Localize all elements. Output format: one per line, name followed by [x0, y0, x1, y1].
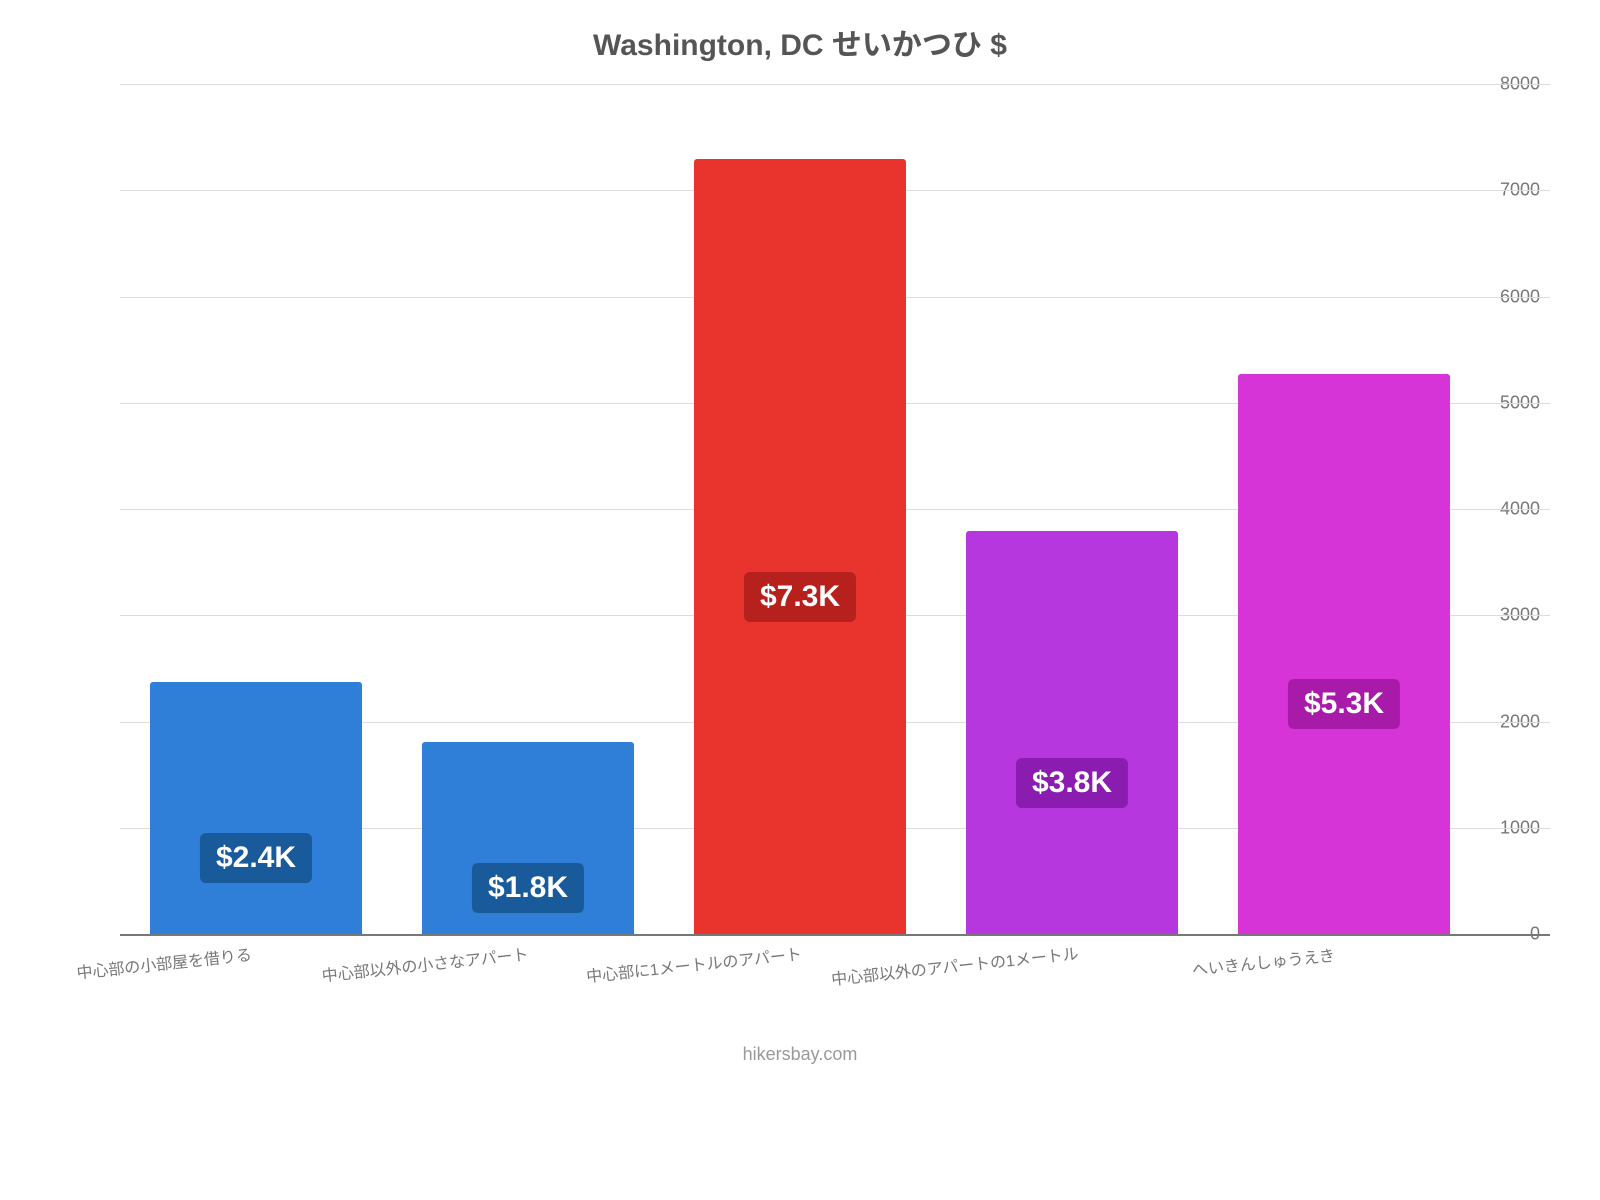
plot-area: 010002000300040005000600070008000$2.4K$1… [50, 84, 1550, 934]
bar: $3.8K [966, 531, 1178, 934]
bar: $1.8K [422, 742, 634, 934]
bar-value-label: $7.3K [744, 572, 856, 622]
x-tick-label: 中心部以外のアパートの1メートル [830, 940, 1080, 990]
bar-value-label: $5.3K [1288, 679, 1400, 729]
credit-text: hikersbay.com [743, 1044, 858, 1065]
x-tick-label: 中心部の小部屋を借りる [75, 941, 253, 983]
bar: $5.3K [1238, 374, 1450, 934]
bar-value-label: $3.8K [1016, 758, 1128, 808]
bar-value-label: $1.8K [472, 863, 584, 913]
x-tick-label: 中心部に1メートルのアパート [585, 941, 803, 988]
bars-group: $2.4K $1.8K $7.3K $3.8K $5.3K [120, 84, 1550, 934]
x-tick-label: へいきんしゅうえき [1191, 942, 1336, 981]
bar-value-label: $2.4K [200, 833, 312, 883]
bar: $7.3K [694, 159, 906, 934]
chart-title: Washington, DC せいかつひ $ [50, 20, 1550, 64]
x-tick-label: 中心部以外の小さなアパート [321, 941, 530, 987]
bar: $2.4K [150, 682, 362, 934]
x-axis-labels: 中心部の小部屋を借りる中心部以外の小さなアパート中心部に1メートルのアパート中心… [120, 934, 1480, 1014]
chart-container: Washington, DC せいかつひ $ 01000200030004000… [50, 20, 1550, 1070]
